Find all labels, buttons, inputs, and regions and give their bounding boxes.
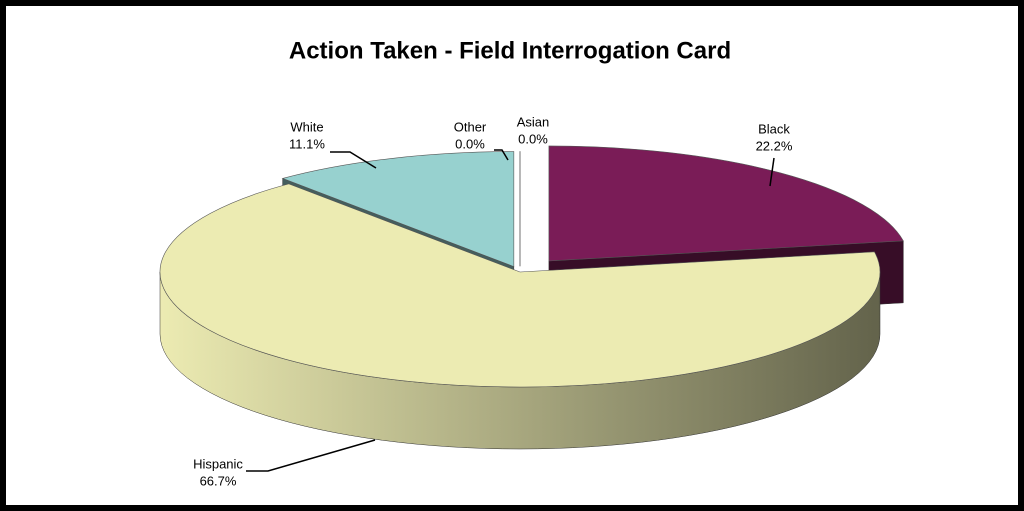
pie: [159, 145, 904, 450]
slice-label: White: [290, 119, 323, 134]
chart-title: Action Taken - Field Interrogation Card: [289, 37, 731, 64]
slice-label: Black: [758, 121, 790, 136]
value-label: 0.0%: [455, 136, 485, 151]
slice: [281, 151, 515, 268]
value-label: 66.7%: [200, 473, 237, 488]
slice: [548, 145, 904, 262]
slice-label: Hispanic: [193, 456, 243, 471]
value-label: 22.2%: [756, 138, 793, 153]
value-label: 0.0%: [518, 131, 548, 146]
leader-line: [494, 149, 509, 161]
slice-label: Other: [454, 119, 487, 134]
slice: [159, 183, 881, 388]
value-label: 11.1%: [289, 136, 325, 151]
slice-label: Asian: [517, 114, 550, 129]
leader-line: [769, 157, 775, 187]
leader-line: [330, 151, 377, 169]
leader-line: [246, 439, 376, 472]
